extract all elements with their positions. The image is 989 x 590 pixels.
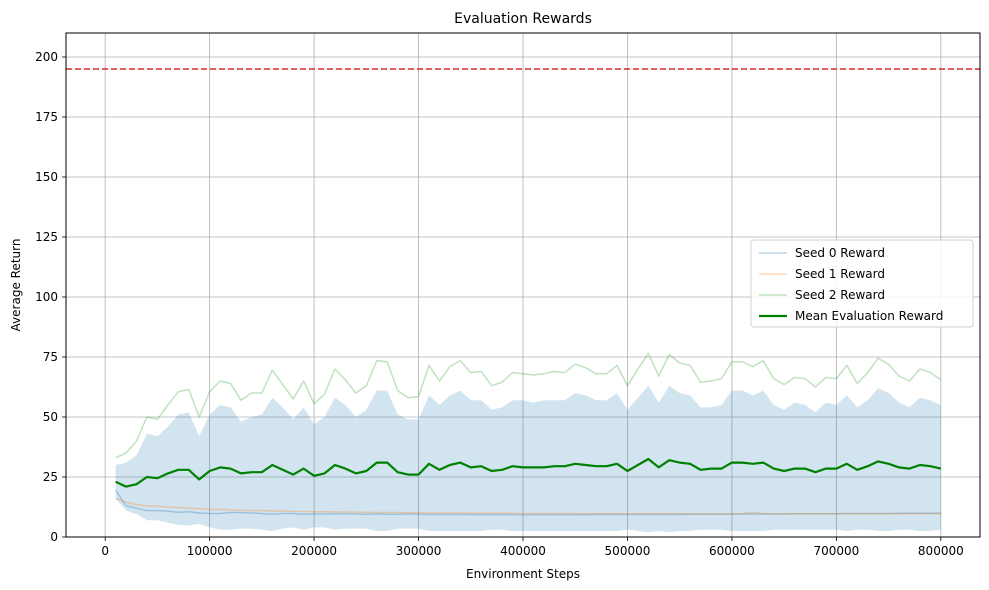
seed-1-line [115,497,941,515]
y-tick-label: 175 [35,110,58,124]
y-tick-label: 75 [43,350,58,364]
legend-entry-label: Seed 0 Reward [795,246,885,260]
x-tick-label: 0 [101,544,109,558]
x-tick-label: 600000 [709,544,755,558]
x-tick-label: 200000 [291,544,337,558]
y-tick-label: 25 [43,470,58,484]
x-tick-label: 500000 [605,544,651,558]
legend-box [750,239,974,328]
legend: Seed 0 Reward Seed 1 Reward Seed 2 Reward M… [750,239,974,328]
y-axis-ticks: 0 25 50 75 100 125 150 175 200 [35,50,66,544]
mean-reward-line [115,457,942,488]
x-axis-label: Environment Steps [466,567,580,581]
confidence-band [115,385,941,533]
y-tick-label: 125 [35,230,58,244]
y-tick-label: 0 [50,530,58,544]
legend-entry-label: Seed 2 Reward [795,288,885,302]
seed-2-line [115,352,942,459]
x-tick-label: 400000 [500,544,546,558]
y-axis-label: Average Return [9,239,23,332]
seed-0-line [114,489,941,516]
x-tick-label: 100000 [187,544,233,558]
y-tick-label: 50 [43,410,58,424]
x-tick-label: 300000 [396,544,442,558]
series-lines [114,352,942,516]
legend-entry-label: Seed 1 Reward [795,267,885,281]
legend-entry-label: Mean Evaluation Reward [795,309,943,323]
std-band-area [115,385,941,533]
chart-title: Evaluation Rewards [454,11,592,27]
x-tick-label: 700000 [813,544,859,558]
y-tick-label: 150 [35,170,58,184]
y-tick-label: 200 [35,50,58,64]
x-tick-label: 800000 [918,544,964,558]
x-axis-ticks: 0 100000 200000 300000 400000 500000 600000 700… [101,537,964,558]
y-tick-label: 100 [35,290,58,304]
